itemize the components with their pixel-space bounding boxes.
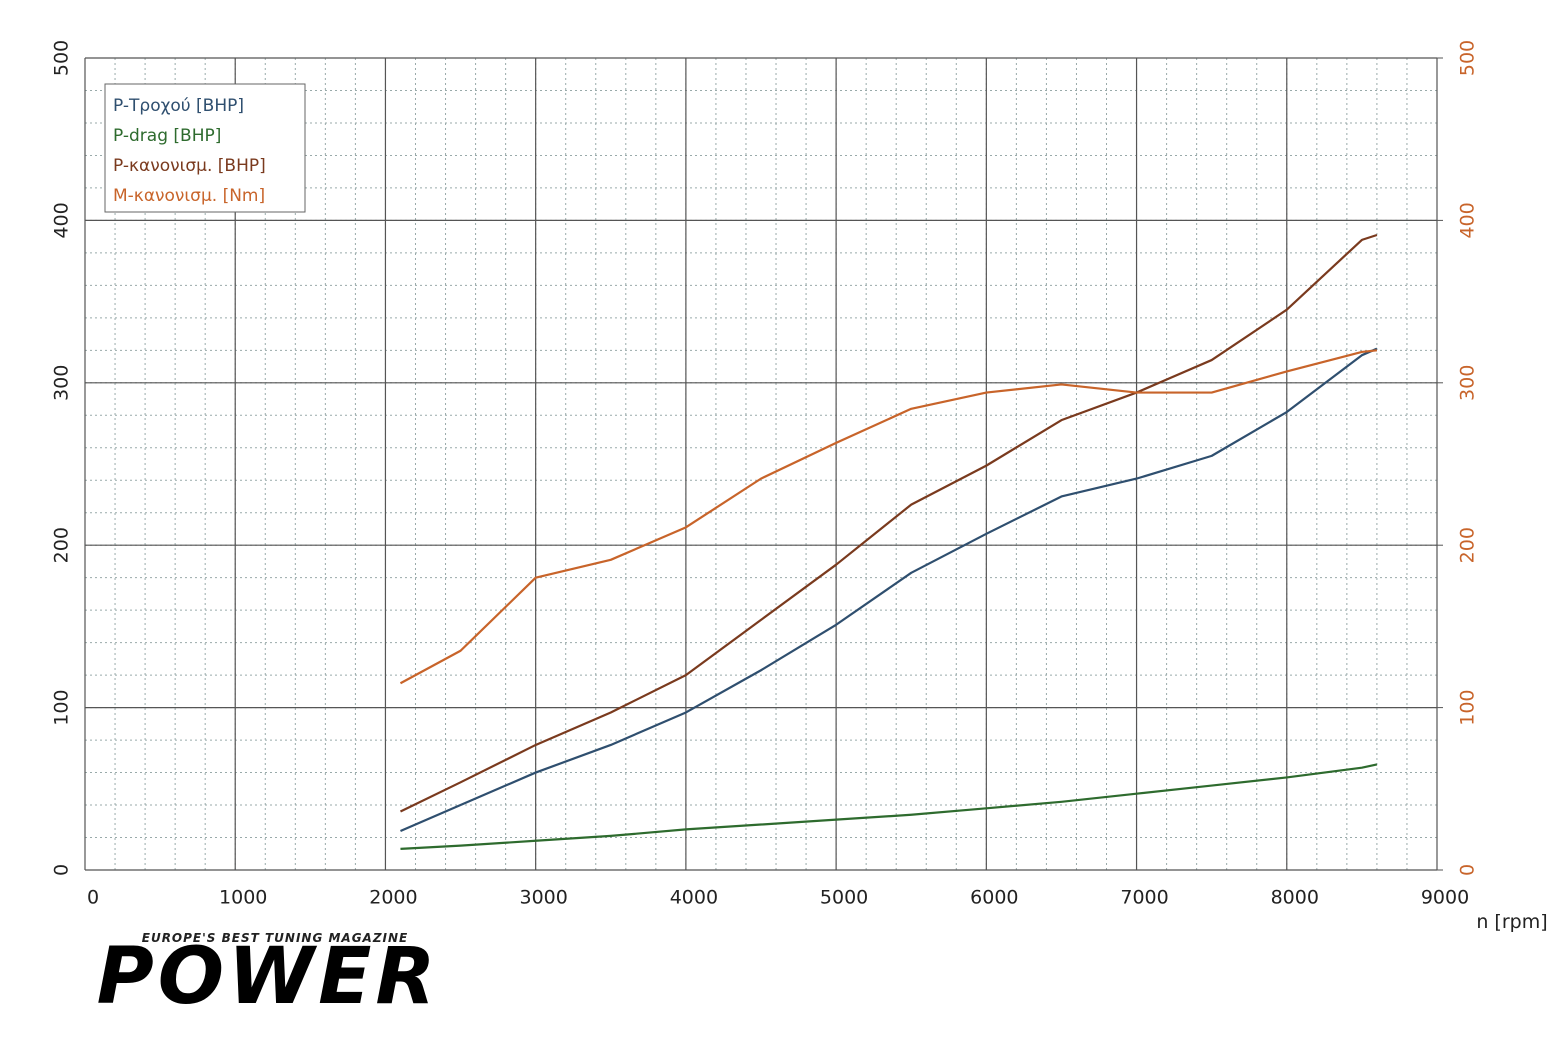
series-line: [399, 349, 1378, 685]
x-tick-label: 0: [87, 887, 99, 909]
y-tick-label: 400: [51, 202, 73, 238]
y-tick-label: 300: [51, 365, 73, 401]
y-tick-label: 200: [51, 527, 73, 563]
series-line: [400, 763, 1378, 850]
x-tick-label: 6000: [970, 887, 1018, 909]
y-tick-label: 100: [51, 689, 73, 725]
y-tick-label: 0: [51, 864, 73, 876]
x-tick-label: 8000: [1271, 887, 1319, 909]
logo: EUROPE'S BEST TUNING MAGAZINE POWER: [97, 931, 440, 1022]
legend-entry: M-κανονισμ. [Nm]: [113, 186, 265, 206]
legend-box: [104, 83, 306, 213]
series-line: [400, 347, 1378, 833]
x-tick-label: 3000: [519, 887, 567, 909]
x-axis-label: n [rpm]: [1476, 911, 1547, 933]
y2-tick-label: 100: [1457, 689, 1479, 725]
y2-tick-label: 200: [1457, 527, 1479, 563]
x-tick-label: 5000: [820, 887, 868, 909]
y2-tick-label: 400: [1457, 202, 1479, 238]
x-tick-label: 9000: [1421, 887, 1469, 909]
x-tick-label: 7000: [1120, 887, 1168, 909]
legend-entry: P-drag [BHP]: [113, 126, 221, 146]
y2-tick-label: 0: [1457, 864, 1479, 876]
y-tick-label: 500: [51, 40, 73, 76]
x-tick-label: 2000: [369, 887, 417, 909]
y2-tick-label: 500: [1457, 40, 1479, 76]
y2-tick-label: 300: [1457, 365, 1479, 401]
series-line: [399, 233, 1378, 813]
x-tick-label: 4000: [670, 887, 718, 909]
legend-entry: P-Τροχού [BHP]: [113, 96, 244, 116]
x-tick-label: 1000: [219, 887, 267, 909]
logo-tagline: EUROPE'S BEST TUNING MAGAZINE: [142, 931, 409, 945]
logo-name: POWER: [97, 932, 440, 1022]
legend-entry: P-κανονισμ. [BHP]: [113, 156, 266, 176]
